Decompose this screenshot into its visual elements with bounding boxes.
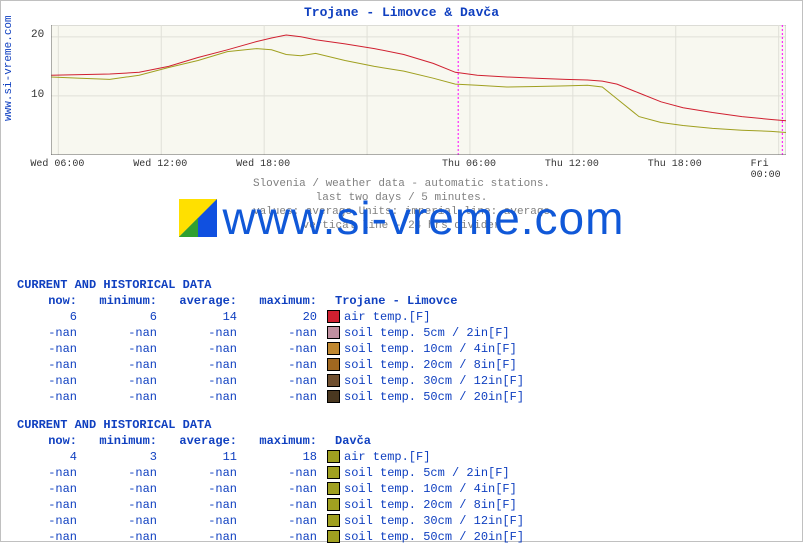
color-swatch <box>327 498 340 511</box>
xtick-label: Thu 18:00 <box>648 159 702 170</box>
param-label: soil temp. 30cm / 12in[F] <box>344 374 524 388</box>
line-chart <box>51 25 786 155</box>
color-swatch <box>327 342 340 355</box>
data-section: CURRENT AND HISTORICAL DATAnow:minimum:a… <box>17 417 524 545</box>
data-row: 661420air temp.[F] <box>17 309 524 325</box>
xtick-label: Wed 18:00 <box>236 159 290 170</box>
data-section: CURRENT AND HISTORICAL DATAnow:minimum:a… <box>17 277 524 405</box>
caption-l3: values: average Units: imperial line: av… <box>253 206 550 218</box>
sidebar-url: www.si-vreme.com <box>3 15 15 121</box>
color-swatch <box>327 390 340 403</box>
data-row: -nan-nan-nan-nansoil temp. 30cm / 12in[F… <box>17 513 524 529</box>
data-row: -nan-nan-nan-nansoil temp. 30cm / 12in[F… <box>17 373 524 389</box>
param-label: soil temp. 20cm / 8in[F] <box>344 358 517 372</box>
data-row: -nan-nan-nan-nansoil temp. 5cm / 2in[F] <box>17 325 524 341</box>
param-label: soil temp. 5cm / 2in[F] <box>344 326 510 340</box>
xtick-label: Wed 06:00 <box>30 159 84 170</box>
column-headers: now:minimum:average:maximum:Davča <box>17 433 524 449</box>
chart-title: Trojane - Limovce & Davča <box>1 1 802 20</box>
color-swatch <box>327 374 340 387</box>
param-label: soil temp. 20cm / 8in[F] <box>344 498 517 512</box>
data-row: -nan-nan-nan-nansoil temp. 50cm / 20in[F… <box>17 389 524 405</box>
color-swatch <box>327 450 340 463</box>
data-row: 431118air temp.[F] <box>17 449 524 465</box>
color-swatch <box>327 326 340 339</box>
ytick-10: 10 <box>31 89 44 101</box>
param-label: air temp.[F] <box>344 450 430 464</box>
ytick-20: 20 <box>31 29 44 41</box>
color-swatch <box>327 530 340 543</box>
chart-caption: Slovenia / weather data - automatic stat… <box>1 177 802 233</box>
section-header: CURRENT AND HISTORICAL DATA <box>17 277 524 293</box>
data-row: -nan-nan-nan-nansoil temp. 10cm / 4in[F] <box>17 341 524 357</box>
xtick-label: Thu 12:00 <box>545 159 599 170</box>
param-label: soil temp. 10cm / 4in[F] <box>344 482 517 496</box>
caption-l2: last two days / 5 minutes. <box>316 192 488 204</box>
caption-l4: vertical line - 24 hrs divider <box>302 220 500 232</box>
color-swatch <box>327 514 340 527</box>
color-swatch <box>327 358 340 371</box>
section-header: CURRENT AND HISTORICAL DATA <box>17 417 524 433</box>
column-headers: now:minimum:average:maximum:Trojane - Li… <box>17 293 524 309</box>
color-swatch <box>327 482 340 495</box>
param-label: soil temp. 30cm / 12in[F] <box>344 514 524 528</box>
param-label: air temp.[F] <box>344 310 430 324</box>
data-row: -nan-nan-nan-nansoil temp. 50cm / 20in[F… <box>17 529 524 545</box>
color-swatch <box>327 466 340 479</box>
param-label: soil temp. 10cm / 4in[F] <box>344 342 517 356</box>
caption-l1: Slovenia / weather data - automatic stat… <box>253 178 550 190</box>
data-row: -nan-nan-nan-nansoil temp. 5cm / 2in[F] <box>17 465 524 481</box>
data-row: -nan-nan-nan-nansoil temp. 20cm / 8in[F] <box>17 357 524 373</box>
data-row: -nan-nan-nan-nansoil temp. 10cm / 4in[F] <box>17 481 524 497</box>
data-row: -nan-nan-nan-nansoil temp. 20cm / 8in[F] <box>17 497 524 513</box>
xtick-label: Thu 06:00 <box>442 159 496 170</box>
param-label: soil temp. 50cm / 20in[F] <box>344 390 524 404</box>
param-label: soil temp. 5cm / 2in[F] <box>344 466 510 480</box>
xtick-label: Wed 12:00 <box>133 159 187 170</box>
page-container: Trojane - Limovce & Davča www.si-vreme.c… <box>0 0 803 542</box>
color-swatch <box>327 310 340 323</box>
